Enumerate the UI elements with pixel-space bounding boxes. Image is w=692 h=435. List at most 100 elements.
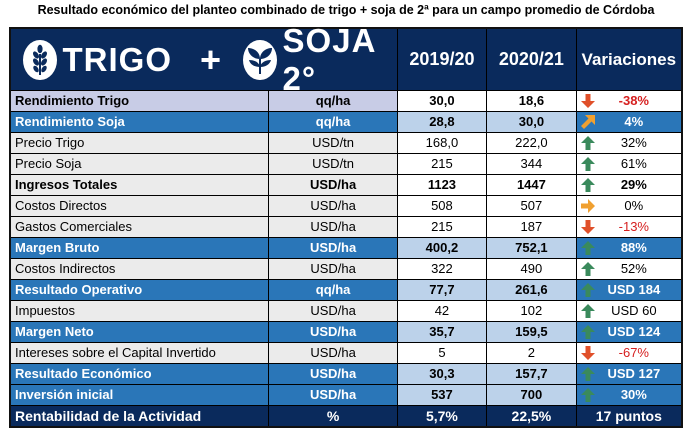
table-body: Rendimiento Trigo qq/ha 30,0 18,6 -38% Rendim… (11, 90, 682, 405)
column-header-variaciones: Variaciones (576, 29, 681, 90)
arrow-down-icon (579, 344, 597, 362)
arrow-up-icon (579, 239, 597, 257)
row-unit: USD/ha (269, 364, 398, 384)
arrow-up-right-icon (579, 113, 597, 131)
row-variation: 17 puntos (576, 406, 682, 426)
row-value-2020: 490 (487, 259, 577, 279)
row-unit: USD/tn (269, 133, 398, 153)
row-value-2020: 261,6 (487, 280, 577, 300)
row-value-2020: 344 (487, 154, 577, 174)
row-variation-cell: -13% (576, 217, 682, 237)
brand-soja: SOJA 2° (282, 21, 376, 97)
row-variation: USD 184 (607, 282, 661, 297)
table-row: Gastos Comerciales USD/ha 215 187 -13% (11, 216, 682, 237)
row-unit: USD/ha (269, 322, 398, 342)
row-value-2020: 157,7 (487, 364, 577, 384)
row-label: Inversión inicial (11, 385, 270, 405)
row-value-2019: 215 (397, 154, 488, 174)
row-value-2019: 30,3 (397, 364, 488, 384)
row-value-2019: 77,7 (397, 280, 488, 300)
row-unit: % (269, 406, 398, 426)
row-value-2019: 5 (397, 343, 488, 363)
row-value-2020: 102 (487, 301, 577, 321)
row-variation: 4% (624, 114, 644, 129)
table-row: Margen Bruto USD/ha 400,2 752,1 88% (11, 237, 682, 258)
row-unit: USD/ha (269, 385, 398, 405)
row-unit: USD/ha (269, 175, 398, 195)
row-variation-cell: 30% (576, 385, 682, 405)
row-variation-cell: 52% (576, 259, 682, 279)
row-label: Gastos Comerciales (11, 217, 270, 237)
row-value-2020: 2 (487, 343, 577, 363)
row-value-2020: 752,1 (487, 238, 577, 258)
row-label: Rentabilidad de la Actividad (11, 406, 270, 426)
table-row: Precio Trigo USD/tn 168,0 222,0 32% (11, 132, 682, 153)
row-variation: 29% (620, 177, 647, 192)
row-label: Rendimiento Trigo (11, 91, 270, 111)
row-variation-cell: 32% (576, 133, 682, 153)
table-row: Rendimiento Trigo qq/ha 30,0 18,6 -38% (11, 90, 682, 111)
brand-header: TRIGO + SOJA 2° (11, 22, 398, 97)
row-unit: qq/ha (269, 280, 398, 300)
arrow-up-icon (579, 281, 597, 299)
row-label: Margen Neto (11, 322, 270, 342)
row-variation: USD 127 (607, 366, 661, 381)
arrow-up-icon (579, 365, 597, 383)
table-header: TRIGO + SOJA 2° 2019/20 2020/21 Variacio… (11, 22, 681, 97)
row-value-2019: 30,0 (397, 91, 488, 111)
wheat-icon (23, 39, 57, 80)
table-row: Precio Soja USD/tn 215 344 61% (11, 153, 682, 174)
row-value-2020: 700 (487, 385, 577, 405)
row-variation-cell: 29% (576, 175, 682, 195)
row-variation-cell: 0% (576, 196, 682, 216)
arrow-up-icon (579, 386, 597, 404)
row-variation: -13% (618, 219, 649, 234)
arrow-up-icon (579, 302, 597, 320)
table-row: Resultado Económico USD/ha 30,3 157,7 USD 12… (11, 363, 682, 384)
row-unit: USD/ha (269, 238, 398, 258)
brand-trigo: TRIGO (62, 40, 172, 78)
row-variation: 0% (624, 198, 644, 213)
arrow-up-icon (579, 155, 597, 173)
row-label: Precio Trigo (11, 133, 270, 153)
row-variation: 61% (620, 156, 647, 171)
arrow-up-icon (579, 260, 597, 278)
plus-sign: + (200, 38, 222, 80)
row-value-2020: 22,5% (487, 406, 577, 426)
row-label: Resultado Operativo (11, 280, 270, 300)
row-unit: USD/ha (269, 196, 398, 216)
table-row: Costos Indirectos USD/ha 322 490 52% (11, 258, 682, 279)
row-value-2019: 508 (397, 196, 488, 216)
row-value-2020: 1447 (487, 175, 577, 195)
arrow-right-icon (579, 197, 597, 215)
row-unit: USD/ha (269, 301, 398, 321)
row-variation: USD 60 (611, 303, 657, 318)
table-row: Intereses sobre el Capital Invertido USD/… (11, 342, 682, 363)
table-row: Impuestos USD/ha 42 102 USD 60 (11, 300, 682, 321)
row-unit: USD/tn (269, 154, 398, 174)
row-value-2019: 1123 (397, 175, 488, 195)
arrow-down-icon (579, 218, 597, 236)
arrow-up-icon (579, 176, 597, 194)
row-value-2019: 28,8 (397, 112, 488, 132)
row-variation: -67% (618, 345, 649, 360)
row-label: Intereses sobre el Capital Invertido (11, 343, 270, 363)
row-label: Costos Directos (11, 196, 270, 216)
results-table: TRIGO + SOJA 2° 2019/20 2020/21 Variacio… (9, 22, 683, 428)
row-value-2020: 30,0 (487, 112, 577, 132)
row-value-2019: 42 (397, 301, 488, 321)
row-variation-cell: -38% (576, 91, 682, 111)
row-value-2019: 168,0 (397, 133, 488, 153)
row-value-2019: 5,7% (397, 406, 488, 426)
row-value-2019: 35,7 (397, 322, 488, 342)
table-row: Margen Neto USD/ha 35,7 159,5 USD 124 (11, 321, 682, 342)
row-variation-cell: USD 127 (576, 364, 682, 384)
soy-plant-icon (243, 39, 277, 80)
row-label: Resultado Económico (11, 364, 270, 384)
row-value-2019: 537 (397, 385, 488, 405)
row-value-2019: 400,2 (397, 238, 488, 258)
row-value-2019: 215 (397, 217, 488, 237)
row-variation-cell: 61% (576, 154, 682, 174)
row-variation: 32% (620, 135, 647, 150)
arrow-up-icon (579, 323, 597, 341)
